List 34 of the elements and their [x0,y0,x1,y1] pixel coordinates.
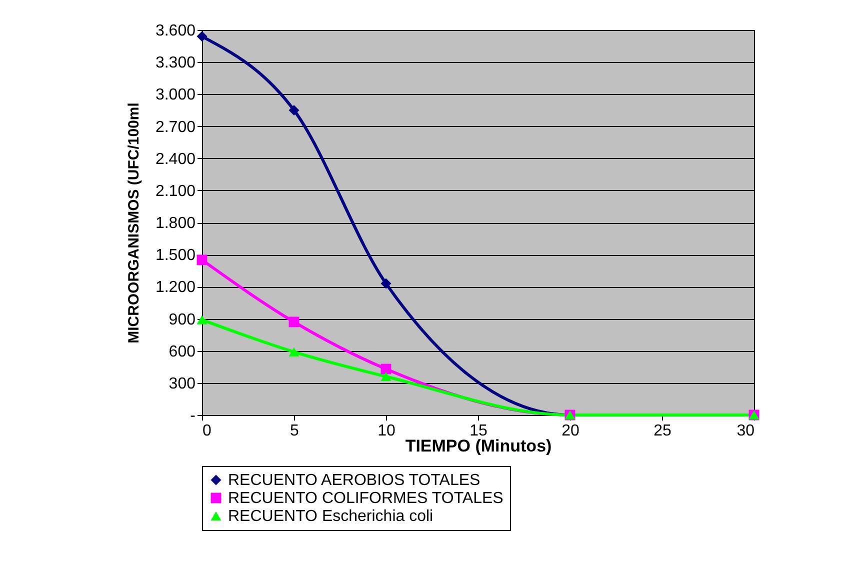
y-tick-label: 3.300 [155,54,196,72]
point [380,278,392,289]
y-tick-label: 1.500 [155,247,196,264]
y-tick-label: 3.000 [155,86,196,104]
x-tick-label: 20 [562,422,580,440]
y-tick-label: 2.400 [155,150,196,168]
x-tick-label: 25 [654,422,672,440]
y-tick-label: 2.100 [155,182,196,200]
x-axis-title: TIEMPO (Minutos) [405,436,552,456]
y-tick-label: 900 [168,311,196,328]
y-tick-label: 3.600 [155,22,196,40]
y-tick-label: 1.800 [155,215,196,232]
legend-label: RECUENTO AEROBIOS TOTALES [228,472,480,489]
y-tick-label: 1.200 [155,279,196,296]
legend-label: RECUENTO COLIFORMES TOTALES [228,490,504,507]
x-tick-label: 30 [736,422,755,440]
point [380,372,392,382]
y-axis-title: MICROORGANISMOS (UFC/100ml [125,102,142,344]
point [196,254,208,266]
x-tick-label: 0 [202,422,212,440]
x-tick-label: 10 [378,422,396,440]
y-tick-label: - [190,408,196,424]
point [288,104,300,116]
y-tick-label: 2.700 [155,118,196,136]
legend-label: RECUENTO Escherichia coli [228,508,434,525]
point [196,31,208,42]
x-tick-label: 5 [290,422,300,440]
x-tick-label: 15 [470,422,488,440]
point [380,364,392,374]
point [196,315,208,324]
y-tick-label: 300 [168,375,196,392]
y-tick-label: 600 [168,343,196,360]
point [288,347,300,356]
point [288,316,300,328]
